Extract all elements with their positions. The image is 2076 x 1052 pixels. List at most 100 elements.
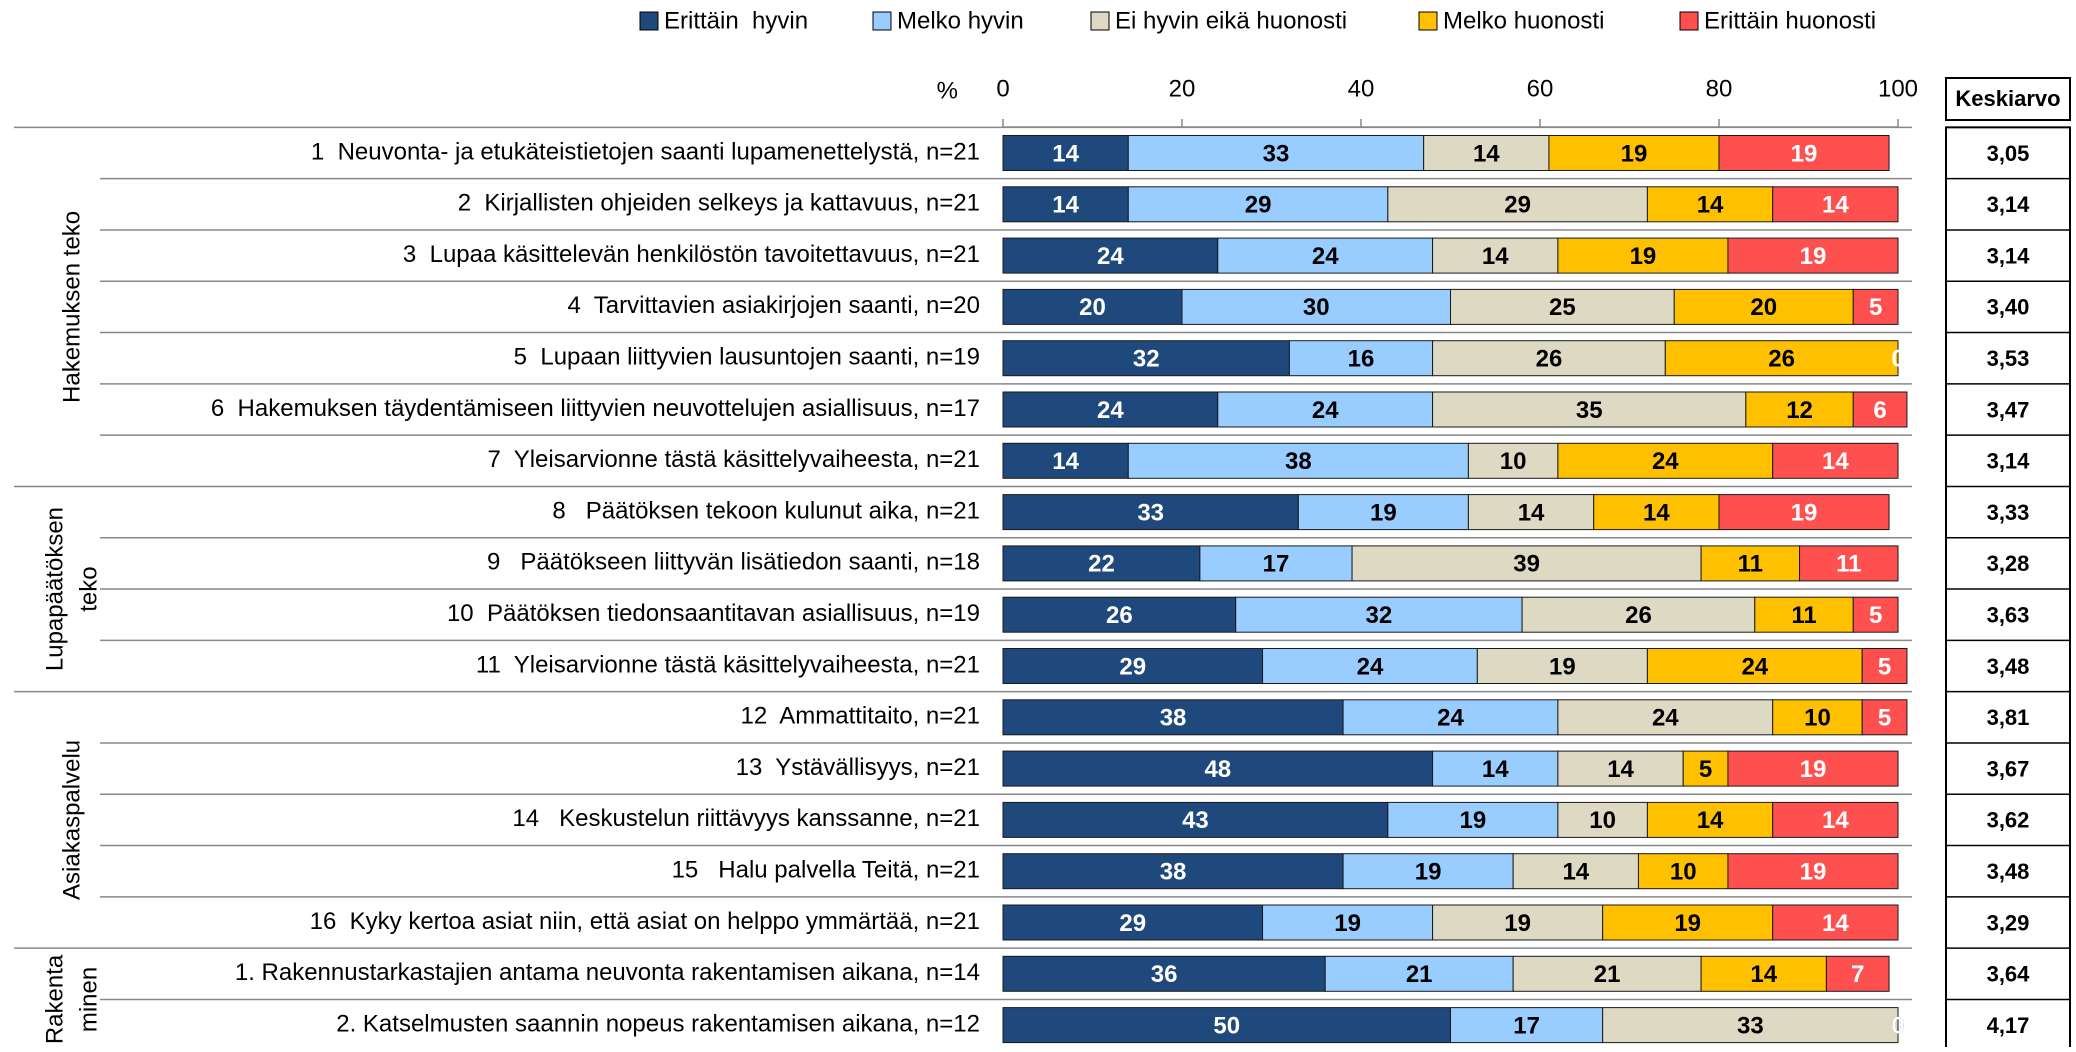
mean-value: 3,63 bbox=[1987, 603, 2030, 628]
value-label: 14 bbox=[1562, 859, 1589, 886]
bar-segment bbox=[1002, 853, 1344, 890]
bar-segment bbox=[1423, 135, 1550, 171]
group-label: Lupapäätöksen bbox=[41, 507, 68, 671]
value-label: 38 bbox=[1160, 859, 1187, 886]
bar-segment bbox=[1772, 904, 1899, 941]
value-label: 24 bbox=[1357, 653, 1384, 680]
bar-segment bbox=[1700, 545, 1801, 582]
value-label: 19 bbox=[1549, 653, 1576, 680]
value-label: 14 bbox=[1822, 807, 1849, 834]
bar-segment bbox=[1002, 391, 1219, 428]
value-label: 14 bbox=[1607, 756, 1634, 783]
category-label: 1 Neuvonta- ja etukäteistietojen saanti … bbox=[311, 138, 980, 165]
bar-segment bbox=[1217, 237, 1434, 274]
category-label: 13 Ystävällisyys, n=21 bbox=[736, 754, 980, 781]
value-label: 19 bbox=[1504, 910, 1531, 937]
bar-segment bbox=[1002, 648, 1264, 684]
value-label: 14 bbox=[1518, 499, 1545, 526]
value-label: 14 bbox=[1473, 140, 1500, 167]
value-label: 21 bbox=[1594, 961, 1621, 988]
legend-swatch bbox=[1679, 11, 1699, 31]
value-label: 5 bbox=[1699, 756, 1712, 783]
value-label: 32 bbox=[1133, 346, 1160, 373]
category-label: 5 Lupaan liittyvien lausuntojen saanti, … bbox=[514, 344, 980, 371]
value-label: 30 bbox=[1303, 294, 1330, 321]
mean-value: 3,67 bbox=[1987, 756, 2030, 781]
mean-value: 3,48 bbox=[1987, 859, 2030, 884]
bar-segment bbox=[1342, 853, 1514, 890]
category-label: 7 Yleisarvionne tästä käsittelyvaiheesta… bbox=[487, 446, 980, 473]
value-label: 26 bbox=[1625, 602, 1652, 629]
value-label: 0 bbox=[1891, 1012, 1904, 1039]
bar-segment bbox=[1432, 750, 1559, 787]
bar-segment bbox=[1351, 545, 1702, 582]
bar-segment bbox=[1754, 596, 1854, 633]
value-label: 17 bbox=[1513, 1012, 1540, 1039]
value-label: 10 bbox=[1500, 448, 1527, 475]
mean-value: 3,62 bbox=[1987, 808, 2030, 833]
bar-segment bbox=[1852, 391, 1908, 428]
value-label: 14 bbox=[1822, 448, 1849, 475]
bar-segment bbox=[1673, 288, 1854, 325]
bar-segment bbox=[1432, 340, 1666, 377]
bar-segment bbox=[1799, 545, 1899, 582]
category-label: 9 Päätökseen liittyvän lisätiedon saanti… bbox=[487, 549, 980, 576]
value-label: 21 bbox=[1406, 961, 1433, 988]
bar-segment bbox=[1002, 494, 1299, 531]
category-label: 2. Katselmusten saannin nopeus rakentami… bbox=[336, 1010, 980, 1037]
legend-label: Erittäin huonosti bbox=[1704, 7, 1876, 34]
bar-segment bbox=[1548, 135, 1720, 171]
value-label: 19 bbox=[1370, 499, 1397, 526]
bar-segment bbox=[1002, 288, 1183, 325]
value-label: 50 bbox=[1213, 1012, 1240, 1039]
bar-segment bbox=[1467, 442, 1559, 479]
value-label: 5 bbox=[1869, 602, 1882, 629]
axis-unit-label: % bbox=[937, 77, 958, 104]
value-label: 12 bbox=[1786, 397, 1813, 424]
mean-value: 3,29 bbox=[1987, 910, 2030, 935]
value-label: 14 bbox=[1822, 910, 1849, 937]
value-label: 11 bbox=[1791, 602, 1816, 629]
value-label: 7 bbox=[1851, 961, 1864, 988]
value-label: 16 bbox=[1348, 346, 1375, 373]
bar-segment bbox=[1521, 596, 1756, 633]
bar-segment bbox=[1602, 1007, 1899, 1044]
value-label: 22 bbox=[1088, 551, 1115, 578]
bar-segment bbox=[1557, 750, 1684, 787]
mean-value: 3,14 bbox=[1987, 449, 2031, 474]
bar-segment bbox=[1646, 186, 1774, 223]
category-label: 14 Keskustelun riittävyys kanssanne, n=2… bbox=[512, 805, 980, 832]
bar-segment bbox=[1002, 545, 1201, 582]
value-label: 19 bbox=[1415, 859, 1442, 886]
value-label: 19 bbox=[1630, 243, 1657, 270]
value-label: 14 bbox=[1482, 243, 1509, 270]
value-label: 29 bbox=[1119, 653, 1146, 680]
bar-segment bbox=[1387, 801, 1559, 838]
bar-segment bbox=[1450, 1007, 1604, 1044]
bar-segment bbox=[1637, 853, 1729, 890]
bar-segment bbox=[1476, 648, 1648, 684]
value-label: 36 bbox=[1151, 961, 1178, 988]
category-label: 3 Lupaa käsittelevän henkilöstön tavoite… bbox=[403, 241, 980, 268]
value-label: 14 bbox=[1052, 192, 1079, 219]
bar-segment bbox=[1199, 545, 1353, 582]
value-label: 5 bbox=[1869, 294, 1882, 321]
legend-swatch bbox=[1090, 11, 1110, 31]
bar-segment bbox=[1235, 596, 1523, 633]
value-label: 14 bbox=[1482, 756, 1509, 783]
category-label: 2 Kirjallisten ohjeiden selkeys ja katta… bbox=[458, 190, 980, 217]
value-label: 33 bbox=[1737, 1012, 1764, 1039]
value-label: 0 bbox=[1891, 1012, 1904, 1039]
bar-segment bbox=[1718, 494, 1890, 531]
value-label: 24 bbox=[1097, 397, 1124, 424]
value-label: 14 bbox=[1643, 499, 1670, 526]
mean-value: 3,48 bbox=[1987, 654, 2030, 679]
bar-segment bbox=[1512, 853, 1639, 890]
bar-segment bbox=[1002, 904, 1264, 941]
value-label: 29 bbox=[1504, 192, 1531, 219]
mean-value: 3,28 bbox=[1987, 551, 2030, 576]
bar-segment bbox=[1557, 801, 1648, 838]
value-label: 19 bbox=[1791, 140, 1818, 167]
bar-segment bbox=[1002, 750, 1434, 787]
